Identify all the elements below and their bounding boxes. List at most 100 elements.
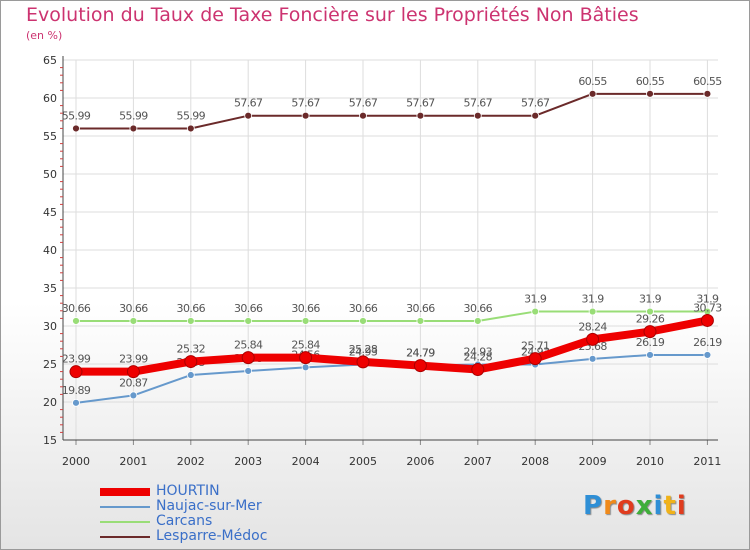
data-point [129,391,138,400]
data-point [646,351,654,359]
x-tick-label: 2001 [119,455,147,468]
data-point [244,111,253,120]
data-label: 23.99 [119,353,148,366]
logo-letter: i [653,491,664,521]
data-label: 28.24 [578,320,607,333]
data-point [588,307,597,316]
data-label: 57.67 [406,97,435,110]
data-label: 19.89 [62,384,91,397]
data-label: 31.9 [582,293,605,306]
data-point [129,124,138,133]
y-tick-label: 45 [43,206,57,219]
data-point [186,124,195,133]
data-point [643,325,657,339]
data-label: 25.71 [521,340,550,353]
data-label: 57.67 [464,97,493,110]
y-axis: 15 20 25 30 35 40 45 50 55 60 65 [43,54,64,447]
data-label: 55.99 [119,109,148,122]
data-label: 24.93 [349,346,378,359]
legend-label: Naujac-sur-Mer [156,498,262,514]
y-tick-label: 15 [43,434,57,447]
data-point [301,317,310,325]
x-tick-label: 2002 [177,455,205,468]
series-line [72,316,712,376]
data-label: 30.66 [62,302,91,315]
data-label: 31.9 [639,293,662,306]
data-point [72,124,80,133]
data-point [531,111,540,120]
legend-label: Carcans [156,513,213,529]
chart-subtitle: (en %) [26,29,63,42]
x-tick-label: 2011 [693,455,721,468]
data-label: 60.55 [693,75,722,88]
data-point [703,351,712,359]
data-point [646,307,654,316]
data-label: 57.67 [521,97,550,110]
data-point [700,313,714,327]
data-label: 31.9 [524,293,547,306]
data-label: 30.66 [349,302,378,315]
data-point [471,362,485,376]
data-point [126,365,140,379]
data-point [299,351,313,365]
data-label: 30.66 [291,302,320,315]
x-tick-label: 2010 [636,455,664,468]
legend [100,488,150,538]
legend-label: HOURTIN [156,483,220,499]
data-label: 30.73 [693,301,722,314]
data-label: 55.99 [62,109,91,122]
series-layer: 55.99 55.99 55.99 57.67 57.67 57.67 57.67 57.67… [62,75,723,407]
y-tick-label: 55 [43,130,57,143]
data-point [359,317,367,325]
series-line [75,310,709,322]
x-tick-label: 2000 [62,455,90,468]
data-label: 55.99 [177,109,206,122]
data-label: 24.28 [464,350,493,363]
data-point [416,111,425,120]
logo-letter: i [676,491,687,521]
data-label: 26.19 [636,336,665,349]
x-tick-label: 2008 [521,455,549,468]
data-point [301,111,310,120]
x-tick-label: 2005 [349,455,377,468]
y-tick-label: 30 [43,320,57,333]
data-label: 57.67 [234,97,263,110]
data-label: 24.79 [406,347,435,360]
data-label: 30.66 [234,302,263,315]
data-point [72,317,80,325]
data-label: 57.67 [291,97,320,110]
data-point [528,352,542,366]
data-point [186,371,195,379]
data-point [184,355,198,369]
data-point [703,89,712,98]
data-label: 31.9 [696,293,719,306]
logo-letter: t [663,491,677,521]
data-point [588,354,597,363]
data-point [244,367,253,375]
data-point [531,307,540,316]
data-point [129,317,138,325]
x-tick-label: 2003 [234,455,262,468]
data-point [244,317,253,325]
data-label: 60.55 [578,75,607,88]
logo-letter: P [583,491,604,521]
data-point [186,317,195,325]
data-label: 30.66 [177,302,206,315]
logo-letter: r [603,491,617,521]
proxiti-logo: Proxiti [583,491,687,521]
y-tick-label: 65 [43,54,57,67]
logo-letter: o [616,491,636,521]
grid [63,59,718,441]
data-point [72,398,80,407]
data-point [473,317,482,325]
data-label: 24.79 [406,347,435,360]
logo-letter: x [635,491,654,521]
x-axis: 2000 2001 2002 2003 2004 2005 2006 2007 2008 2009… [62,439,721,468]
data-point [416,317,425,325]
series-line [75,92,709,130]
x-tick-label: 2006 [406,455,434,468]
data-label: 24.93 [464,346,493,359]
y-tick-label: 40 [43,244,57,257]
